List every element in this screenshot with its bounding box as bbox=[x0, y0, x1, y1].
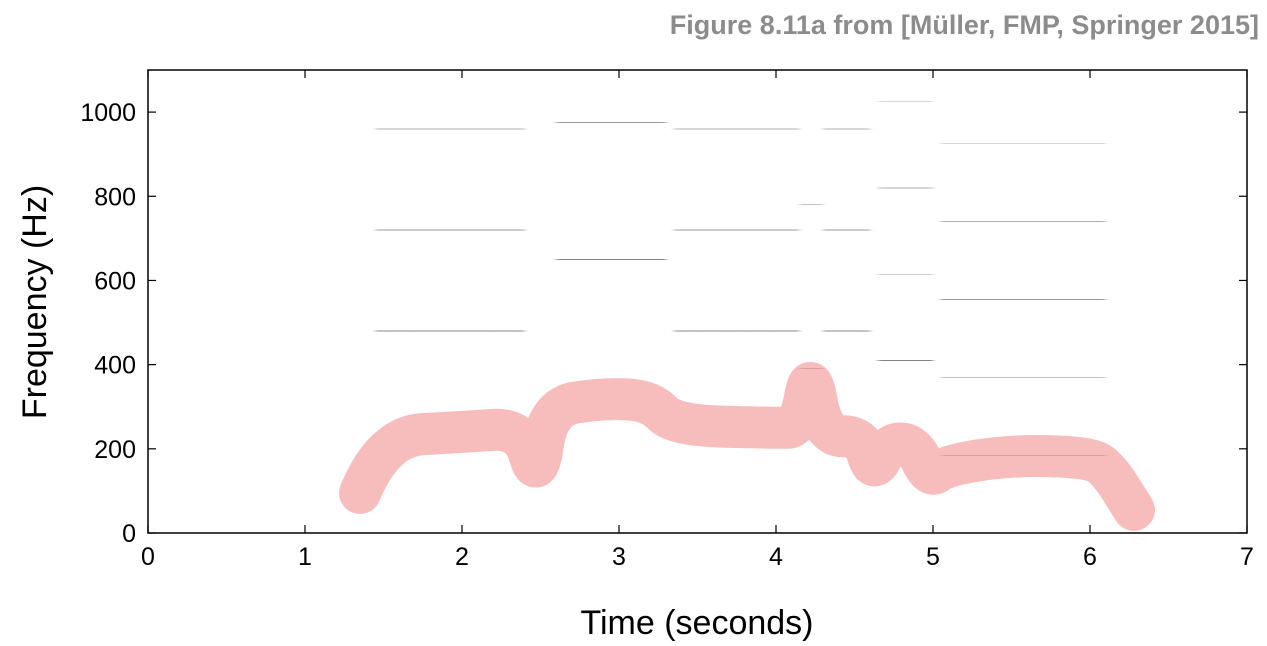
y-tick-label: 400 bbox=[94, 352, 136, 380]
y-tick-label: 600 bbox=[94, 267, 136, 295]
y-axis: 0 200 400 600 800 1000 bbox=[80, 99, 1247, 548]
x-axis: 0 1 2 3 4 5 6 7 bbox=[141, 70, 1254, 571]
x-tick-label: 4 bbox=[769, 543, 783, 571]
x-tick-label: 2 bbox=[455, 543, 469, 571]
x-tick-label: 1 bbox=[298, 543, 312, 571]
y-tick-label: 1000 bbox=[80, 99, 136, 127]
y-tick-label: 200 bbox=[94, 436, 136, 464]
melody-highlight-path bbox=[339, 362, 1155, 531]
x-tick-label: 3 bbox=[612, 543, 626, 571]
plot-frame bbox=[147, 69, 1248, 534]
x-axis-title: Time (seconds) bbox=[580, 604, 813, 642]
y-axis-title: Frequency (Hz) bbox=[16, 185, 54, 419]
x-tick-label: 0 bbox=[141, 543, 155, 571]
y-tick-label: 0 bbox=[122, 520, 136, 548]
x-tick-label: 7 bbox=[1240, 543, 1254, 571]
x-tick-label: 5 bbox=[926, 543, 940, 571]
y-tick-label: 800 bbox=[94, 183, 136, 211]
figure-caption: Figure 8.11a from [Müller, FMP, Springer… bbox=[669, 10, 1259, 40]
x-tick-label: 6 bbox=[1083, 543, 1097, 571]
